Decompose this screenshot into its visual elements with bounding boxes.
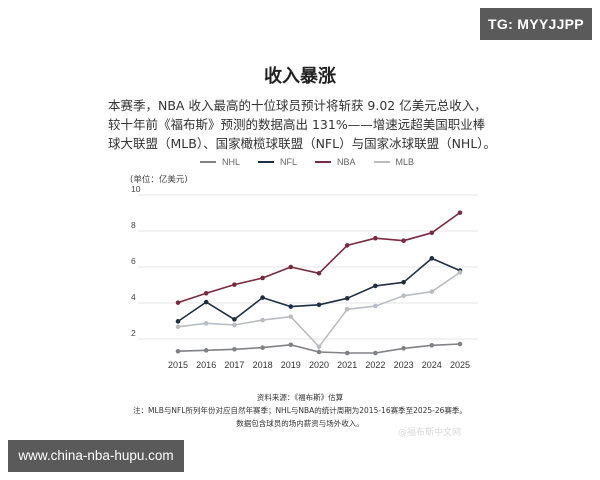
data-point-mlb (373, 303, 378, 309)
series-line-nba (177, 211, 461, 304)
line-chart: 2 4 6 8 10 2015 2016 2017 2018 2019 2020 2021 2022 20… (131, 184, 478, 370)
data-point-mlb (401, 293, 406, 299)
data-point-nfl (344, 296, 350, 301)
site-url-banner: www.china-nba-hupu.com (8, 440, 184, 472)
description-line: 球大联盟（MLB）、国家橄榄球联盟（NFL）与国家冰球联盟（NHL）。 (108, 136, 497, 151)
data-point-nba (316, 271, 322, 276)
data-point-nba (429, 230, 435, 236)
chart-legend: NHL NFL NBA MLB (200, 155, 432, 169)
data-point-mlb (316, 344, 322, 350)
x-tick-label: 2017 (224, 360, 244, 370)
chart-description: 本赛季，NBA 收入最高的十位球员预计将斩获 9.02 亿美元总收入， 较十年前… (108, 96, 498, 153)
x-tick-label: 2022 (365, 360, 385, 370)
data-point-mlb (203, 321, 209, 326)
legend-swatch-nhl (200, 161, 216, 163)
data-point-nba (373, 235, 378, 241)
y-tick-label: 10 (131, 184, 141, 194)
data-point-nfl (232, 317, 237, 322)
x-tick-label: 2020 (309, 360, 329, 370)
x-tick-label: 2023 (394, 360, 414, 370)
weibo-watermark: @福布斯中文网 (398, 428, 462, 438)
legend-label: NHL (222, 157, 241, 167)
legend-label: NBA (337, 157, 356, 167)
data-point-nfl (401, 280, 406, 285)
data-point-nhl (344, 350, 350, 356)
data-point-nba (260, 275, 265, 281)
tg-badge: TG: MYYJJPP (480, 8, 592, 40)
data-point-nfl (316, 302, 322, 308)
data-point-mlb (429, 289, 435, 294)
data-point-nba (401, 238, 406, 244)
legend-label: MLB (395, 157, 415, 167)
y-tick-label: 6 (131, 256, 136, 266)
description-line: 较十年前《福布斯》预测的数据高出 131%——增速远超美国职业棒 (108, 117, 486, 132)
data-point-nhl (401, 346, 406, 351)
legend-label: NFL (280, 157, 298, 167)
footnote-line-1: 注：MLB与NFL所列年份对应自然年赛季；NHL与NBA的统计周期为2015-1… (133, 406, 467, 415)
series-line-nfl (177, 257, 461, 323)
series-line-mlb (177, 271, 461, 348)
data-point-nhl (429, 343, 435, 348)
unit-label: (单位：亿美元) (130, 175, 188, 185)
data-point-mlb (457, 270, 463, 275)
x-tick-label: 2025 (450, 360, 470, 370)
data-point-nfl (373, 283, 378, 289)
legend-item-nfl: NFL (258, 157, 297, 167)
data-point-nfl (288, 304, 294, 309)
data-point-mlb (260, 317, 265, 323)
data-point-nhl (316, 349, 322, 355)
data-point-nhl (232, 346, 237, 352)
legend-item-nba: NBA (315, 157, 356, 167)
x-tick-label: 2024 (422, 360, 442, 370)
legend-item-mlb: MLB (373, 157, 415, 167)
data-point-nfl (203, 299, 209, 305)
data-point-nba (175, 300, 181, 305)
data-point-nba (457, 210, 463, 215)
y-tick-label: 2 (131, 328, 136, 338)
data-point-nhl (175, 348, 181, 354)
data-point-nhl (260, 345, 265, 350)
legend-swatch-mlb (373, 161, 390, 163)
chart-title: 收入暴涨 (264, 66, 336, 87)
data-point-nfl (175, 319, 181, 324)
data-point-mlb (232, 322, 237, 328)
data-point-nhl (457, 341, 463, 347)
data-point-mlb (344, 307, 350, 312)
data-point-nba (203, 290, 209, 296)
x-tick-label: 2021 (337, 360, 357, 370)
data-point-nba (288, 264, 294, 270)
data-point-nhl (373, 350, 378, 356)
y-tick-label: 4 (131, 292, 136, 302)
legend-swatch-nba (315, 161, 332, 163)
footnote-line-2: 数据包含球员的场内薪资与场外收入。 (236, 419, 364, 428)
x-tick-label: 2015 (168, 360, 188, 370)
y-tick-label: 8 (131, 220, 136, 230)
x-tick-label: 2019 (281, 360, 301, 370)
data-point-mlb (175, 324, 181, 330)
legend-swatch-nfl (258, 161, 275, 163)
data-point-mlb (288, 314, 294, 319)
data-point-nhl (288, 342, 294, 348)
data-point-nba (232, 282, 237, 287)
legend-item-nhl: NHL (200, 157, 240, 167)
x-tick-label: 2018 (253, 360, 273, 370)
data-point-nfl (429, 256, 435, 261)
source-note: 资料来源：《福布斯》估算 (256, 393, 344, 402)
data-point-nhl (203, 348, 209, 353)
data-point-nfl (260, 295, 265, 300)
x-tick-label: 2016 (196, 360, 216, 370)
data-point-nba (344, 243, 350, 248)
description-line: 本赛季，NBA 收入最高的十位球员预计将斩获 9.02 亿美元总收入， (108, 98, 487, 113)
